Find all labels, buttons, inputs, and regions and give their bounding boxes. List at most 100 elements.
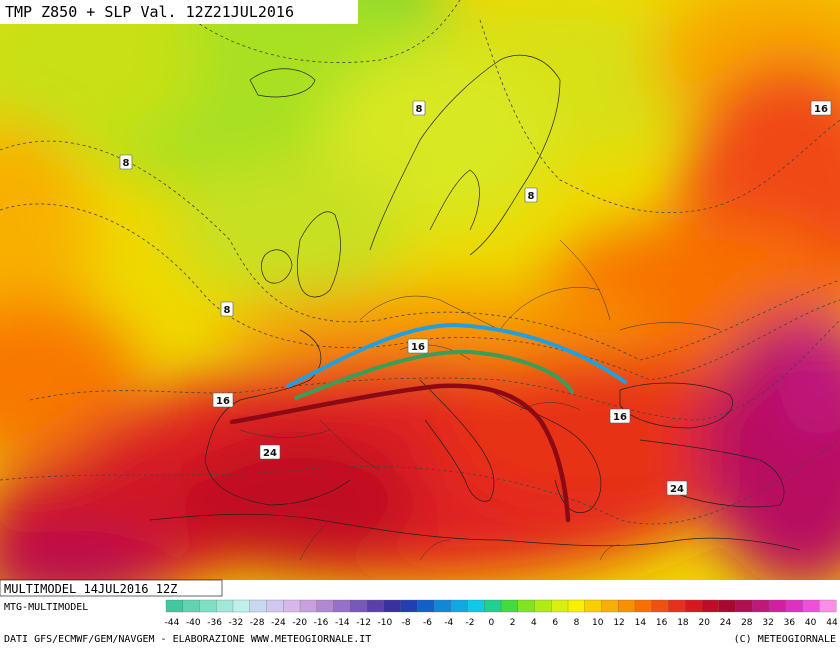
color-scale-swatch: [618, 599, 636, 613]
color-scale-swatch: [819, 599, 837, 613]
title-box: TMP Z850 + SLP Val. 12Z21JUL2016: [0, 0, 358, 24]
color-scale-tick-label: 4: [531, 618, 537, 628]
color-scale-swatch: [785, 599, 803, 613]
color-scale-swatch: [199, 599, 217, 613]
color-scale-swatch: [299, 599, 318, 613]
isotherm-label: 8: [119, 154, 133, 170]
color-scale-swatch: [333, 599, 351, 613]
credits-label: DATI GFS/ECMWF/GEM/NAVGEM - ELABORAZIONE…: [4, 634, 371, 645]
color-scale-tick-label: -4: [444, 618, 453, 628]
color-scale-swatch: [668, 599, 686, 613]
color-scale-swatch: [752, 599, 770, 613]
color-scale-tick-label: 2: [510, 618, 516, 628]
color-scale-swatch: [517, 599, 535, 613]
color-scale-swatch: [249, 599, 267, 613]
color-scale-swatch: [701, 599, 720, 613]
color-scale-tick-label: 32: [762, 618, 773, 628]
color-scale-swatch: [735, 599, 753, 613]
color-scale-tick-label: -24: [271, 618, 286, 628]
color-scale-tick-label: 10: [592, 618, 604, 628]
color-scale-swatch: [417, 599, 435, 613]
isotherm-label: 16: [609, 408, 631, 424]
color-scale-swatch: [283, 599, 301, 613]
temperature-field: [0, 0, 840, 580]
isotherm-label-text: 24: [263, 448, 277, 459]
color-scale-swatch: [383, 599, 401, 613]
color-scale-swatch: [216, 599, 234, 613]
color-scale-tick-label: 24: [720, 618, 732, 628]
isotherm-label-text: 24: [670, 484, 684, 495]
color-scale-tick-label: -8: [402, 618, 411, 628]
color-scale-tick-label: -6: [423, 618, 432, 628]
color-scale-tick-label: -12: [356, 618, 371, 628]
color-scale-swatch: [500, 599, 519, 613]
color-scale-tick-label: 28: [741, 618, 753, 628]
color-scale-tick-label: 0: [488, 618, 494, 628]
color-scale-tick-label: -16: [314, 618, 329, 628]
color-scale-tick-label: -44: [165, 618, 180, 628]
color-scale-tick-label: -10: [378, 618, 393, 628]
footer: MULTIMODEL 14JUL2016 12Z MTG-MULTIMODEL …: [0, 579, 840, 648]
color-scale-swatch: [551, 599, 569, 613]
isotherm-label-text: 16: [216, 396, 230, 407]
isotherm-label-text: 16: [613, 412, 627, 423]
isotherm-label: 8: [412, 100, 426, 116]
color-scale-swatch: [534, 599, 552, 613]
color-scale-swatch: [400, 599, 418, 613]
color-scale-tick-label: -36: [207, 618, 222, 628]
color-scale-tick-label: -28: [250, 618, 265, 628]
color-scale-swatch: [685, 599, 703, 613]
color-scale-swatch: [165, 599, 184, 613]
color-scale-swatch: [266, 599, 284, 613]
color-scale-swatch: [467, 599, 485, 613]
color-scale-swatch: [601, 599, 619, 613]
color-scale-swatch: [634, 599, 653, 613]
model-run-label: MULTIMODEL 14JUL2016 12Z: [4, 582, 177, 596]
copyright-label: (C) METEOGIORNALE: [734, 634, 836, 645]
color-scale-swatch: [768, 599, 787, 613]
isotherm-label: 24: [259, 444, 281, 460]
color-scale-tick-label: -14: [335, 618, 350, 628]
color-scale-swatch: [316, 599, 334, 613]
isotherm-label-text: 16: [411, 342, 425, 353]
color-scale-swatch: [433, 599, 452, 613]
isotherm-label-text: 8: [224, 305, 231, 316]
color-scale-tick-label: 12: [613, 618, 624, 628]
color-scale-swatch: [584, 599, 602, 613]
color-scale-tick-label: -32: [229, 618, 244, 628]
color-scale-tick-label: 44: [826, 618, 838, 628]
color-scale-swatch: [651, 599, 669, 613]
color-scale-tick-label: 20: [698, 618, 710, 628]
annotation-lines: [229, 323, 627, 523]
map-title: TMP Z850 + SLP Val. 12Z21JUL2016: [5, 3, 294, 21]
isotherm-label-text: 8: [123, 158, 130, 169]
country-borders: [239, 239, 721, 561]
color-scale-tick-label: 36: [784, 618, 796, 628]
isotherm-label: 16: [810, 100, 832, 116]
isotherm-value-labels: 8 8 8 8 16 16: [119, 100, 832, 496]
color-scale-tick-label: 18: [677, 618, 689, 628]
color-scale-swatch: [567, 599, 586, 613]
color-scale-tick-label: -20: [292, 618, 307, 628]
isotherm-label: 8: [220, 301, 234, 317]
isotherm-label-text: 16: [814, 104, 828, 115]
isotherm-label: 16: [212, 392, 234, 408]
model-name-label: MTG-MULTIMODEL: [4, 602, 88, 613]
color-scale-tick-label: 16: [656, 618, 668, 628]
color-scale-tick-label: 40: [805, 618, 817, 628]
isotherm-label: 16: [407, 338, 429, 354]
blue-boundary-line: [286, 323, 627, 388]
color-scale-tick-label: 6: [552, 618, 558, 628]
green-boundary-line: [294, 349, 574, 400]
isotherm-label: 8: [524, 187, 538, 203]
color-scale-tick-label: 14: [635, 618, 647, 628]
color-scale-swatch: [232, 599, 251, 613]
color-scale-swatch: [802, 599, 820, 613]
color-scale-tick-label: -2: [466, 618, 475, 628]
isotherm-label-text: 8: [416, 104, 423, 115]
color-scale-swatch: [366, 599, 385, 613]
color-scale-swatch: [350, 599, 368, 613]
color-scale-swatch: [484, 599, 502, 613]
color-scale-swatch: [182, 599, 200, 613]
